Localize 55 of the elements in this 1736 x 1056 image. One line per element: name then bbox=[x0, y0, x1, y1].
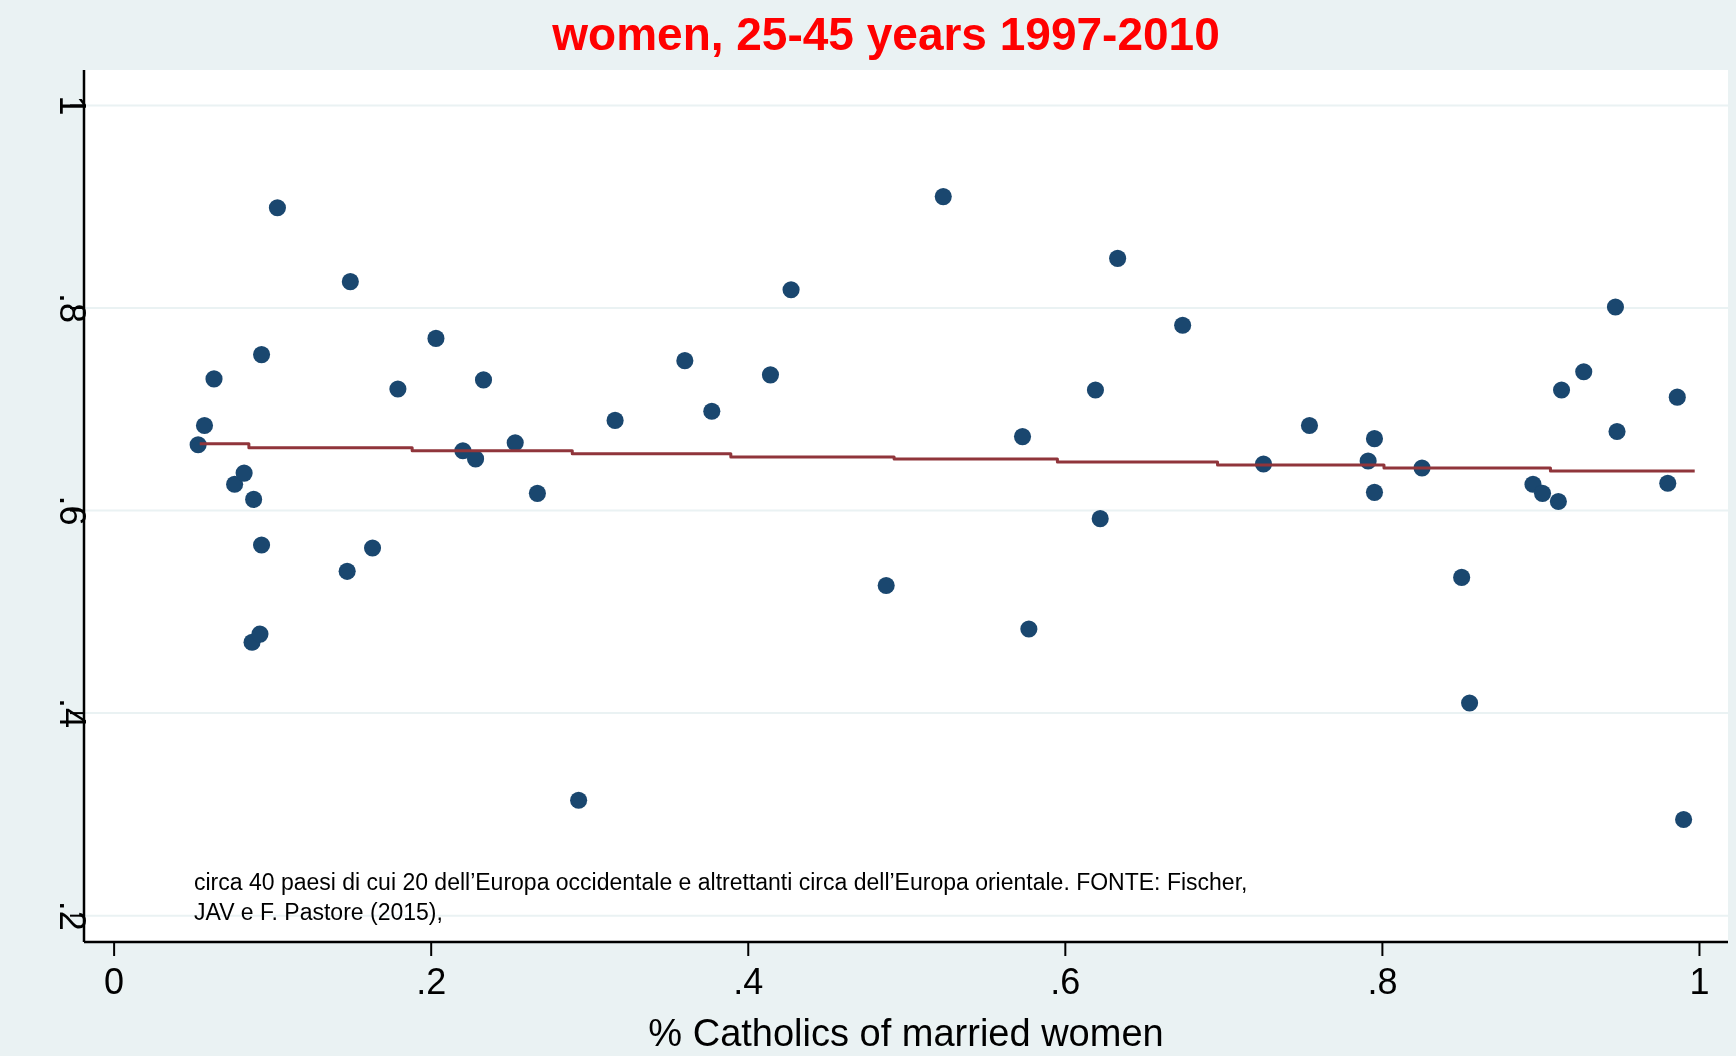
point bbox=[341, 273, 359, 291]
x-tick-label: 0 bbox=[104, 961, 125, 1002]
point bbox=[1575, 363, 1593, 381]
point bbox=[1608, 423, 1626, 441]
point bbox=[934, 188, 952, 206]
x-tick-label: 1 bbox=[1689, 961, 1710, 1002]
point bbox=[467, 450, 485, 468]
point bbox=[427, 329, 445, 347]
point bbox=[245, 490, 263, 508]
point bbox=[205, 370, 223, 388]
annotation: circa 40 paesi di cui 20 dell’Europa occidentale e altrettanti circa dell’Europa orientale. FONTE: Fischer, JAV e F. Pastore (2015), bbox=[194, 869, 1248, 925]
point bbox=[761, 366, 780, 384]
point bbox=[1549, 492, 1567, 510]
point bbox=[1552, 381, 1571, 399]
point bbox=[235, 464, 253, 482]
point bbox=[1453, 568, 1471, 586]
point bbox=[570, 791, 588, 809]
point bbox=[877, 576, 895, 595]
point bbox=[506, 434, 524, 452]
point bbox=[226, 475, 244, 493]
point bbox=[782, 281, 800, 299]
point bbox=[528, 484, 546, 502]
point bbox=[1365, 430, 1384, 448]
point bbox=[1300, 416, 1319, 435]
chart-title: women, 25-45 years 1997-2010 bbox=[551, 8, 1220, 60]
point bbox=[703, 402, 721, 420]
point bbox=[1020, 620, 1038, 638]
point bbox=[1461, 694, 1479, 712]
point bbox=[1675, 810, 1693, 828]
point bbox=[253, 346, 271, 364]
point bbox=[1365, 483, 1384, 501]
point bbox=[1174, 316, 1192, 334]
point bbox=[1013, 428, 1032, 446]
point bbox=[676, 352, 694, 370]
point bbox=[1668, 388, 1686, 406]
point bbox=[606, 411, 624, 429]
point bbox=[1109, 249, 1127, 267]
point bbox=[1659, 474, 1677, 492]
point bbox=[1606, 298, 1624, 316]
point bbox=[268, 199, 286, 217]
x-tick-label: .4 bbox=[733, 961, 764, 1002]
point bbox=[253, 536, 271, 554]
x-tick-label: .8 bbox=[1367, 961, 1398, 1002]
point bbox=[474, 371, 493, 389]
x-tick-label: .6 bbox=[1050, 961, 1081, 1002]
point bbox=[195, 416, 214, 435]
x-tick-label: .2 bbox=[416, 961, 447, 1002]
point bbox=[1533, 484, 1552, 502]
point bbox=[251, 625, 269, 643]
point bbox=[338, 562, 356, 580]
point bbox=[1086, 381, 1104, 399]
point bbox=[1091, 510, 1109, 528]
x-axis-title: % Catholics of married women bbox=[648, 1012, 1164, 1054]
point bbox=[389, 380, 407, 398]
point bbox=[363, 539, 382, 557]
